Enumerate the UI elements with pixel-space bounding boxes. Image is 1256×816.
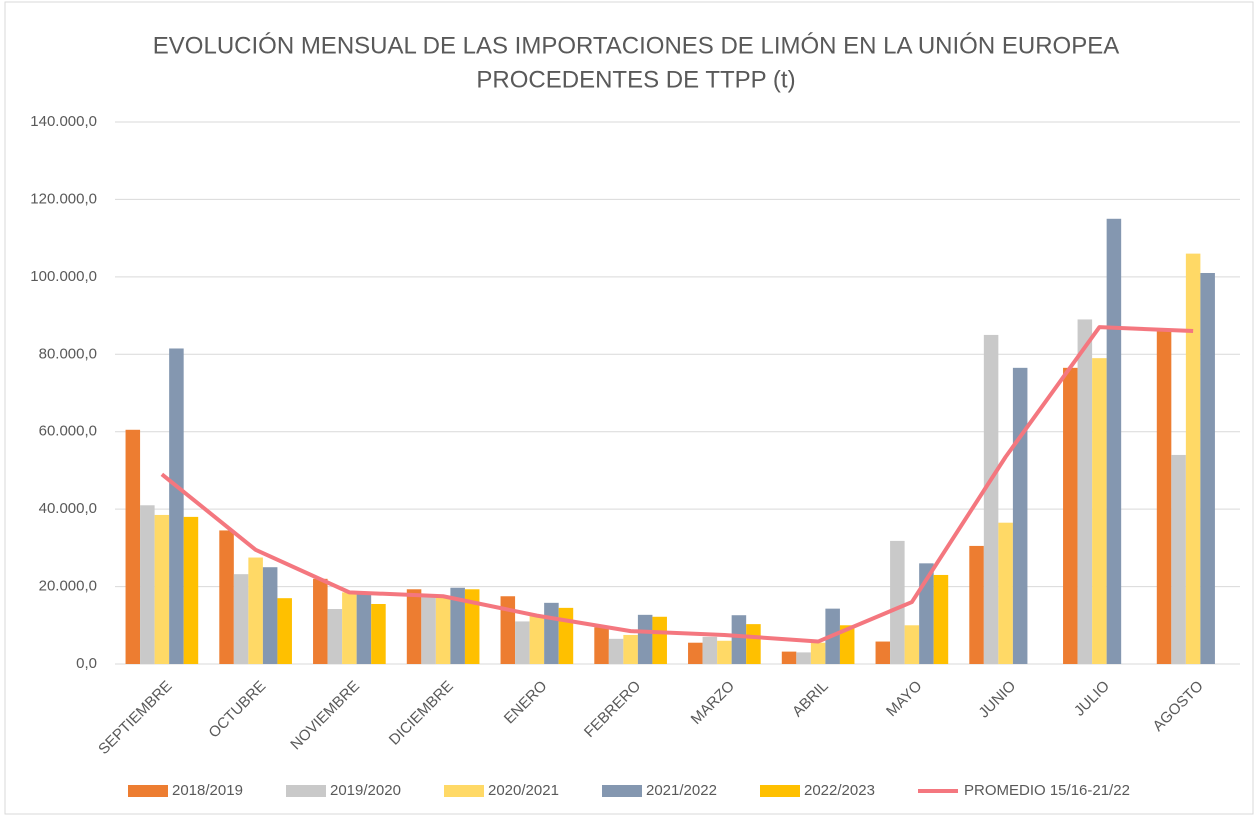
bar — [637, 614, 653, 664]
bar — [450, 587, 465, 664]
bar — [435, 596, 451, 664]
line — [160, 325, 1194, 644]
bar — [140, 505, 155, 664]
bar — [1092, 358, 1107, 664]
bar — [1012, 367, 1028, 664]
bar — [233, 574, 249, 664]
bar — [1171, 454, 1186, 664]
bar — [125, 429, 141, 664]
y-tick-label: 140.000,0 — [30, 113, 97, 130]
legend-label: 2020/2021 — [488, 782, 559, 799]
bar — [890, 540, 905, 664]
bar — [183, 516, 199, 664]
legend-label: 2022/2023 — [804, 782, 875, 799]
legend-label: 2021/2022 — [646, 782, 717, 799]
legend-swatch — [760, 785, 800, 797]
bar — [1106, 218, 1122, 665]
bar — [544, 602, 559, 664]
y-tick-label: 80.000,0 — [39, 345, 97, 362]
bar — [529, 615, 545, 664]
chart-title: PROCEDENTES DE TTPP (t) — [476, 66, 795, 93]
bar — [313, 578, 328, 664]
bar — [746, 624, 761, 664]
bar — [154, 514, 170, 664]
bar — [875, 641, 891, 664]
bar — [500, 596, 516, 664]
bar — [796, 652, 811, 664]
y-tick-label: 60.000,0 — [39, 423, 97, 440]
bar — [515, 621, 530, 664]
legend-label: 2018/2019 — [172, 782, 243, 799]
legend-label: 2019/2020 — [330, 782, 401, 799]
bar — [839, 625, 855, 664]
bar — [810, 642, 826, 664]
y-tick-label: 0,0 — [76, 655, 97, 672]
bar — [688, 642, 703, 664]
y-tick-label: 20.000,0 — [39, 578, 97, 595]
chart-border — [4, 1, 1254, 815]
bar — [904, 625, 920, 664]
bar — [1200, 272, 1215, 664]
bar — [406, 589, 422, 664]
bar — [608, 638, 624, 664]
bar — [327, 609, 343, 664]
legend-swatch — [602, 785, 642, 797]
y-tick-label: 100.000,0 — [30, 268, 97, 285]
bar — [421, 596, 436, 664]
y-tick-label: 40.000,0 — [39, 500, 97, 517]
bar — [356, 594, 372, 664]
bar — [248, 557, 263, 664]
bar — [1077, 319, 1093, 664]
bar — [219, 530, 234, 664]
legend-swatch — [444, 785, 484, 797]
bar — [169, 348, 184, 664]
bar — [702, 636, 718, 664]
bar — [1156, 331, 1172, 664]
bar — [731, 615, 747, 664]
bar — [558, 607, 574, 664]
bar — [781, 651, 797, 664]
bar — [623, 634, 638, 664]
bar — [969, 545, 984, 664]
bar — [464, 589, 480, 664]
bar — [652, 616, 667, 664]
bar — [933, 574, 949, 664]
bar — [983, 334, 999, 664]
y-tick-label: 120.000,0 — [30, 190, 97, 207]
legend-label: PROMEDIO 15/16-21/22 — [964, 782, 1130, 799]
bar — [262, 567, 278, 664]
bar — [998, 522, 1013, 664]
legend-swatch — [128, 785, 168, 797]
bar — [717, 640, 732, 664]
bar — [371, 603, 386, 664]
legend-swatch — [286, 785, 326, 797]
bar — [277, 598, 292, 664]
bar — [594, 627, 609, 664]
chart-title: EVOLUCIÓN MENSUAL DE LAS IMPORTACIONES D… — [153, 32, 1119, 59]
bar — [1063, 367, 1078, 664]
bar — [1185, 253, 1201, 664]
bar — [342, 592, 357, 664]
